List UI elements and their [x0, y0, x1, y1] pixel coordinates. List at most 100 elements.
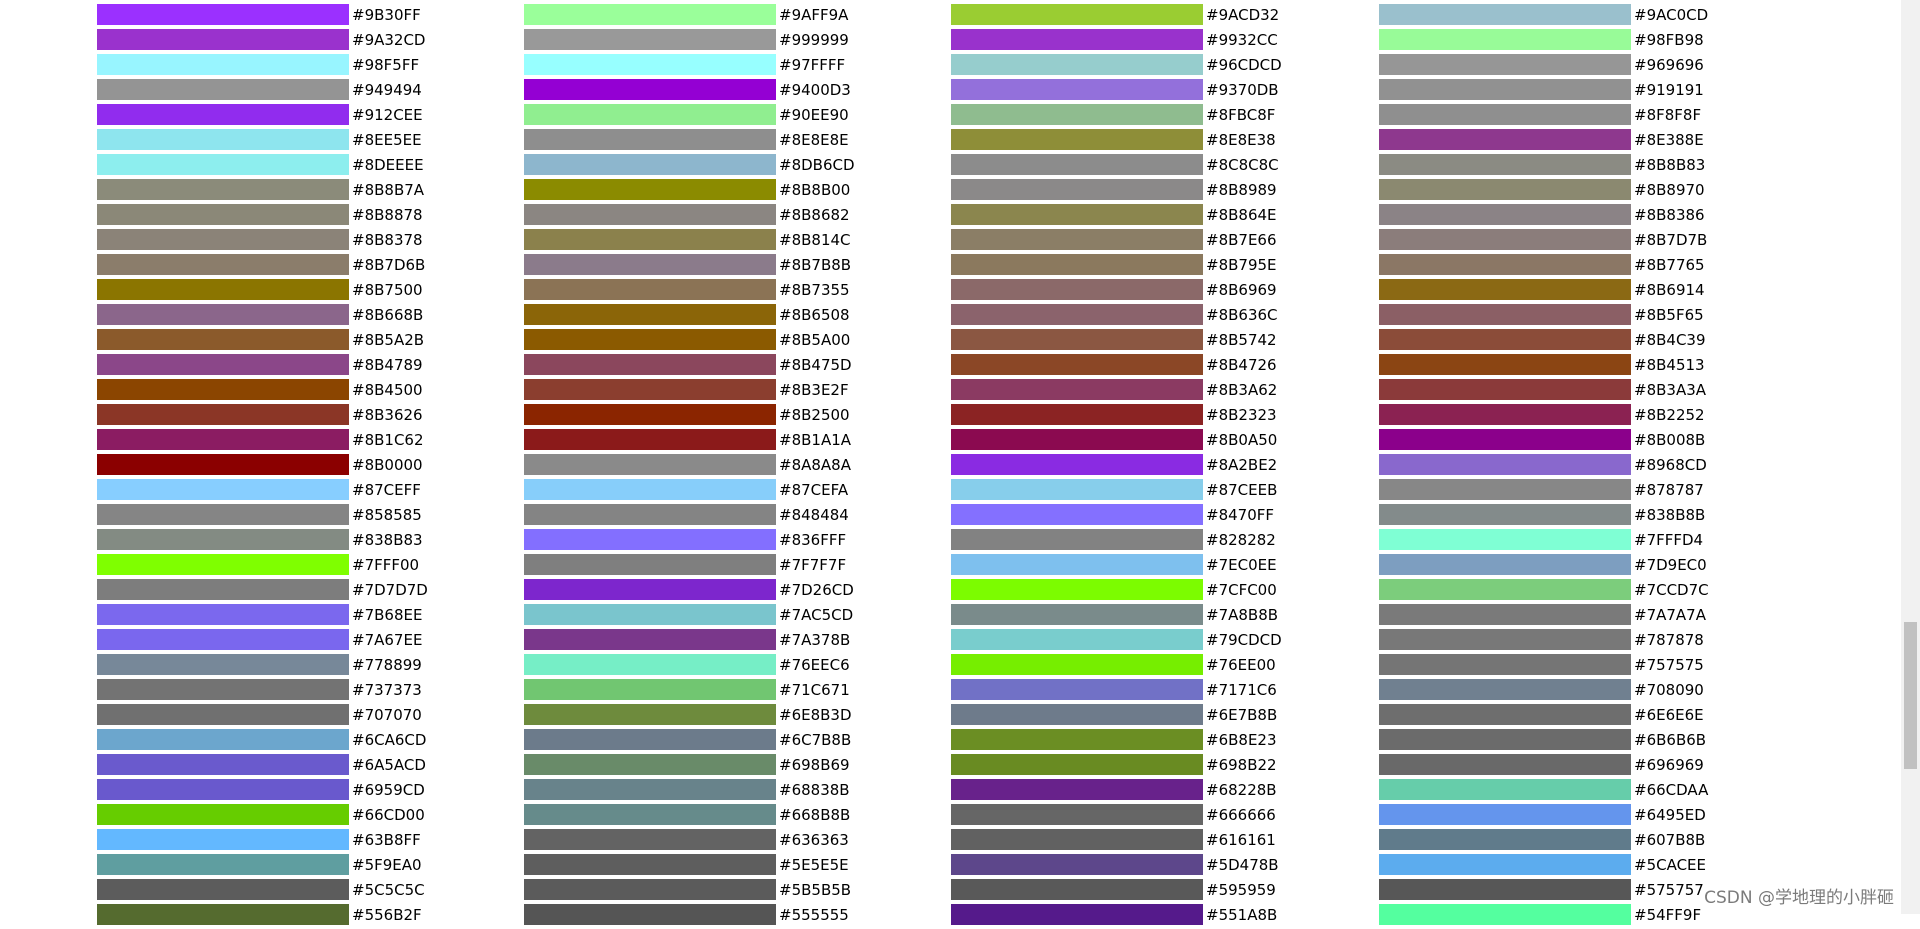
color-code: #9370DB	[1206, 81, 1279, 99]
color-swatch	[1379, 679, 1631, 700]
color-code: #9AC0CD	[1634, 6, 1709, 24]
color-swatch	[524, 354, 776, 375]
color-swatch	[1379, 529, 1631, 550]
color-code: #8EE5EE	[352, 131, 422, 149]
color-code: #8470FF	[1206, 506, 1274, 524]
color-code: #9ACD32	[1206, 6, 1280, 24]
color-code: #8B864E	[1206, 206, 1277, 224]
color-swatch	[951, 304, 1203, 325]
color-swatch	[524, 179, 776, 200]
color-code: #7D9EC0	[1634, 556, 1707, 574]
color-code: #668B8B	[779, 806, 851, 824]
color-swatch	[1379, 604, 1631, 625]
color-code: #8B8B7A	[352, 181, 425, 199]
color-swatch	[97, 579, 349, 600]
color-swatch	[524, 804, 776, 825]
color-swatch	[951, 754, 1203, 775]
color-swatch	[951, 29, 1203, 50]
color-code: #8B5F65	[1634, 306, 1704, 324]
color-swatch	[524, 679, 776, 700]
color-code: #8B8B83	[1634, 156, 1706, 174]
color-swatch	[524, 579, 776, 600]
color-swatch	[524, 79, 776, 100]
color-swatch	[1379, 229, 1631, 250]
color-swatch	[97, 304, 349, 325]
color-code: #8DEEEE	[352, 156, 424, 174]
color-code: #878787	[1634, 481, 1704, 499]
color-code: #9400D3	[779, 81, 851, 99]
color-code: #5C5C5C	[352, 881, 425, 899]
color-swatch	[1379, 754, 1631, 775]
color-code: #8B8682	[779, 206, 850, 224]
color-swatch	[1379, 804, 1631, 825]
color-swatch	[524, 429, 776, 450]
color-code: #8B8B00	[779, 181, 851, 199]
color-code: #8A2BE2	[1206, 456, 1278, 474]
color-code: #6E6E6E	[1634, 706, 1704, 724]
color-swatch	[1379, 204, 1631, 225]
color-code: #8B0A50	[1206, 431, 1278, 449]
color-swatch	[1379, 254, 1631, 275]
color-code: #6B6B6B	[1634, 731, 1707, 749]
color-code: #707070	[352, 706, 422, 724]
color-code: #97FFFF	[779, 56, 846, 74]
color-code: #8FBC8F	[1206, 106, 1276, 124]
color-code: #8B6969	[1206, 281, 1277, 299]
color-code: #556B2F	[352, 906, 422, 924]
color-swatch	[97, 279, 349, 300]
color-code: #8E8E38	[1206, 131, 1276, 149]
color-swatch	[97, 604, 349, 625]
color-swatch	[1379, 179, 1631, 200]
color-swatch	[97, 629, 349, 650]
color-code: #949494	[352, 81, 422, 99]
color-code: #8B7B8B	[779, 256, 852, 274]
color-code: #9B30FF	[352, 6, 421, 24]
color-code: #54FF9F	[1634, 906, 1702, 924]
color-swatch	[1379, 904, 1631, 925]
color-swatch	[951, 4, 1203, 25]
scrollbar-thumb[interactable]	[1904, 622, 1917, 769]
scrollbar[interactable]	[1901, 0, 1920, 914]
color-code: #8B2323	[1206, 406, 1277, 424]
color-swatch	[951, 354, 1203, 375]
color-swatch	[1379, 504, 1631, 525]
color-code: #87CEFA	[779, 481, 849, 499]
color-code: #8DB6CD	[779, 156, 855, 174]
color-swatch	[1379, 454, 1631, 475]
color-code: #9A32CD	[352, 31, 426, 49]
color-swatch	[524, 254, 776, 275]
color-swatch	[951, 604, 1203, 625]
color-swatch	[97, 554, 349, 575]
color-swatch	[97, 79, 349, 100]
color-code: #6A5ACD	[352, 756, 426, 774]
color-swatch	[1379, 79, 1631, 100]
color-swatch	[97, 454, 349, 475]
color-swatch	[1379, 404, 1631, 425]
color-swatch	[1379, 479, 1631, 500]
color-swatch	[97, 179, 349, 200]
color-swatch	[524, 329, 776, 350]
color-code: #8E388E	[1634, 131, 1704, 149]
color-code: #6E8B3D	[779, 706, 852, 724]
color-code: #8B7D6B	[352, 256, 426, 274]
color-code: #66CDAA	[1634, 781, 1709, 799]
color-code: #828282	[1206, 531, 1276, 549]
color-code: #666666	[1206, 806, 1276, 824]
color-swatch	[524, 854, 776, 875]
color-code: #8B3A3A	[1634, 381, 1707, 399]
color-swatch	[97, 29, 349, 50]
color-code: #8B7500	[352, 281, 423, 299]
color-swatch	[524, 4, 776, 25]
color-code: #7A8B8B	[1206, 606, 1279, 624]
color-code: #8B5A2B	[352, 331, 425, 349]
color-code: #8F8F8F	[1634, 106, 1702, 124]
color-swatch	[524, 754, 776, 775]
color-code: #778899	[352, 656, 422, 674]
color-swatch	[97, 4, 349, 25]
color-swatch	[524, 554, 776, 575]
color-code: #8B668B	[352, 306, 424, 324]
color-swatch	[1379, 304, 1631, 325]
color-swatch	[97, 654, 349, 675]
color-code: #858585	[352, 506, 422, 524]
color-swatch	[97, 529, 349, 550]
